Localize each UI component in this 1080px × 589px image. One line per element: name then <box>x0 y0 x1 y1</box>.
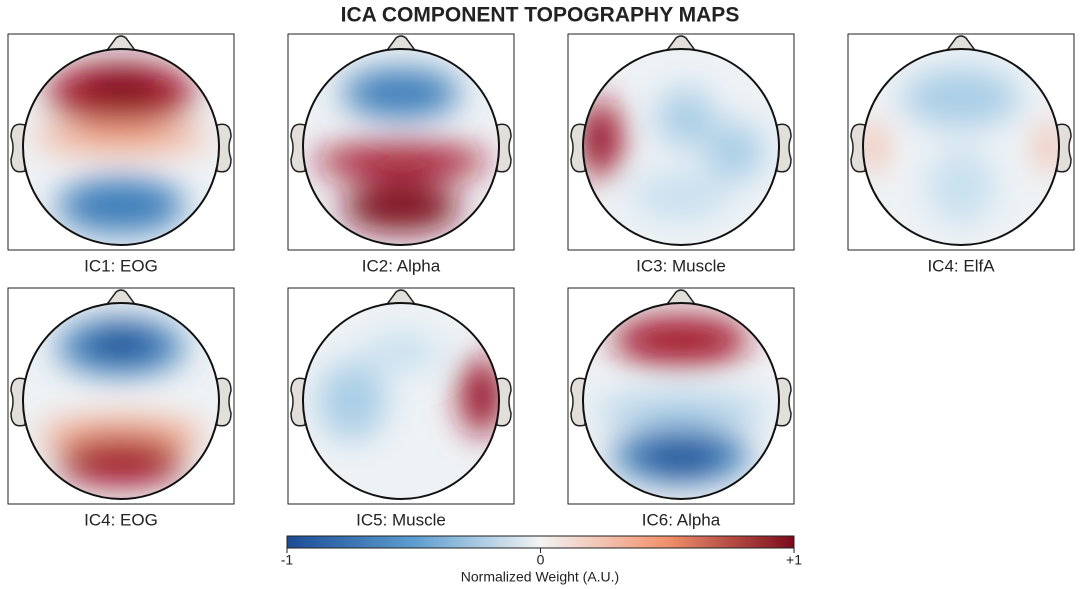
map-field <box>23 49 219 245</box>
map-blobs <box>317 332 499 441</box>
map-blob <box>863 122 883 172</box>
ear <box>496 377 512 427</box>
map-blob <box>361 332 441 372</box>
figure-title: ICA COMPONENT TOPOGRAPHY MAPS <box>341 4 740 27</box>
topomap <box>287 33 515 251</box>
ear <box>570 377 586 427</box>
map-field <box>863 49 1059 245</box>
ear <box>776 123 792 173</box>
map-blob <box>705 122 765 182</box>
colorbar-tick-label: -1 <box>281 552 294 568</box>
ear <box>850 123 866 173</box>
topomap <box>287 287 515 505</box>
ear <box>496 123 512 173</box>
map-label: IC6: Alpha <box>642 510 721 529</box>
map-blob <box>479 374 499 418</box>
map-field <box>303 49 499 245</box>
ear <box>10 377 26 427</box>
map-blob <box>312 144 490 180</box>
head-outline <box>582 48 780 246</box>
topomap <box>7 287 235 505</box>
ear <box>216 123 232 173</box>
map-blobs <box>863 68 1059 226</box>
map-blobs <box>37 319 205 487</box>
map-blob <box>632 171 730 221</box>
map-blob <box>86 70 156 106</box>
head-outline <box>862 48 1060 246</box>
colorbar-label: Normalized Weight (A.U.) <box>461 569 619 585</box>
map-blob <box>57 437 185 487</box>
topomap <box>567 33 795 251</box>
map-label: IC3: Muscle <box>636 256 726 275</box>
map-blob <box>612 315 750 365</box>
ear <box>290 377 306 427</box>
map-blob <box>902 68 1020 128</box>
ear <box>216 377 232 427</box>
head-outline <box>22 302 220 500</box>
map-blob <box>641 442 721 478</box>
head-outline <box>582 302 780 500</box>
ear <box>570 123 586 173</box>
map-label: IC2: Alpha <box>362 256 441 275</box>
head-outline <box>302 302 500 500</box>
map-blob <box>32 122 210 152</box>
map-blob <box>57 178 185 234</box>
topomap <box>7 33 235 251</box>
map-blobs <box>32 61 210 234</box>
map-blob <box>592 396 770 426</box>
colorbar-tick-label: 0 <box>537 552 545 568</box>
topomap <box>847 33 1075 251</box>
map-label: IC1: EOG <box>84 256 158 275</box>
map-blobs <box>583 88 765 221</box>
map-blob <box>1039 122 1059 172</box>
map-blobs <box>592 315 770 483</box>
map-field <box>583 49 779 245</box>
map-blobs <box>312 68 490 233</box>
map-blob <box>317 361 387 441</box>
topomap <box>567 287 795 505</box>
map-field <box>583 303 779 499</box>
map-label: IC5: Muscle <box>356 510 446 529</box>
map-blob <box>342 183 460 233</box>
colorbar <box>286 535 795 549</box>
map-blob <box>926 147 996 226</box>
ear <box>10 123 26 173</box>
map-blob <box>583 117 603 161</box>
head-outline <box>22 48 220 246</box>
head-outline <box>302 48 500 246</box>
colorbar-tick-label: +1 <box>786 552 802 568</box>
map-blob <box>342 68 460 118</box>
ear <box>290 123 306 173</box>
map-blob <box>656 88 716 147</box>
ear <box>776 377 792 427</box>
map-label: IC4: ElfA <box>927 256 995 275</box>
map-label: IC4: EOG <box>84 510 158 529</box>
map-field <box>23 303 219 499</box>
map-field <box>303 303 499 499</box>
ear <box>1056 123 1072 173</box>
map-base <box>303 303 499 499</box>
map-blob <box>86 324 156 360</box>
